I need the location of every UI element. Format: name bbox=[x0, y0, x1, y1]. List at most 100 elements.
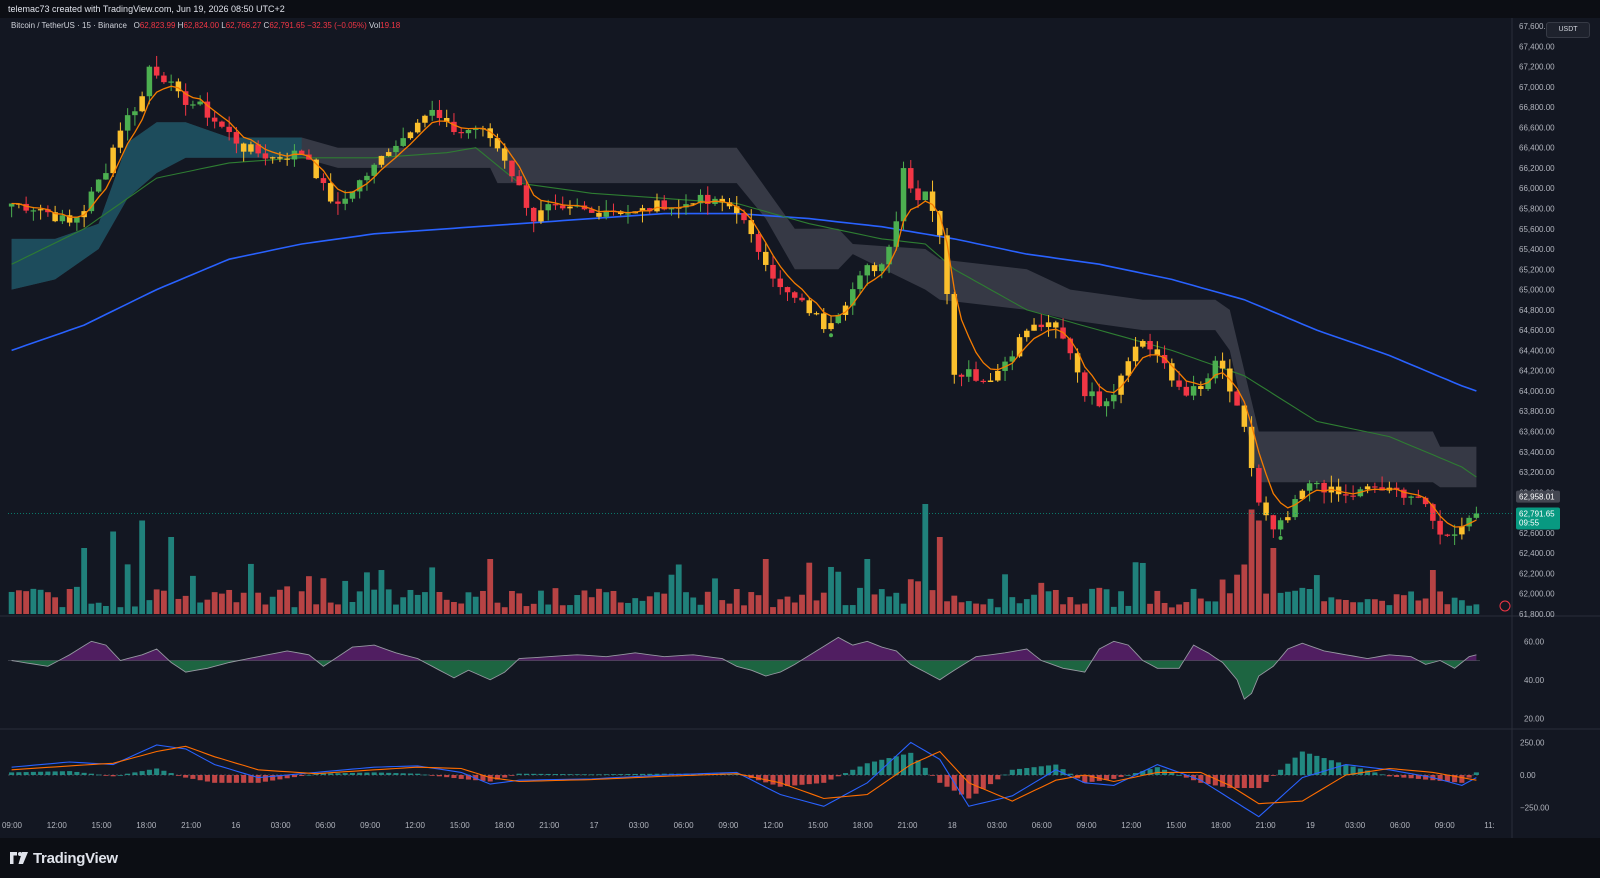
volume-bar bbox=[1248, 509, 1255, 614]
volume-bar bbox=[1277, 592, 1284, 614]
volume-bar bbox=[168, 537, 175, 614]
candle-body bbox=[661, 200, 667, 210]
price-axis-label: 67,000.00 bbox=[1519, 83, 1555, 92]
price-axis-label: 66,000.00 bbox=[1519, 184, 1555, 193]
macd-histogram-bar bbox=[1415, 775, 1421, 779]
time-axis-label: 21:00 bbox=[181, 821, 202, 830]
macd-histogram-bar bbox=[458, 775, 464, 779]
volume-bar bbox=[436, 592, 443, 614]
volume-bar bbox=[1154, 590, 1161, 614]
macd-histogram-bar bbox=[799, 775, 805, 785]
candle-body bbox=[545, 204, 551, 211]
macd-histogram-bar bbox=[1314, 755, 1320, 775]
volume-bar bbox=[530, 603, 537, 614]
macd-histogram-bar bbox=[509, 775, 515, 776]
price-axis-label: 63,200.00 bbox=[1519, 468, 1555, 477]
macd-histogram-bar bbox=[1401, 775, 1407, 778]
time-axis-label: 09:00 bbox=[360, 821, 381, 830]
macd-histogram-bar bbox=[284, 775, 290, 779]
volume-bar bbox=[828, 566, 834, 614]
macd-histogram-bar bbox=[1437, 775, 1443, 781]
macd-histogram-bar bbox=[1169, 772, 1175, 775]
volume-bar bbox=[1118, 591, 1124, 614]
price-axis-label: 66,400.00 bbox=[1519, 144, 1555, 153]
footer: TradingView bbox=[0, 838, 1600, 878]
volume-bar bbox=[973, 603, 979, 614]
volume-bar bbox=[240, 592, 247, 614]
macd-histogram-bar bbox=[168, 773, 174, 775]
volume-bar bbox=[559, 605, 566, 614]
volume-bar bbox=[494, 602, 501, 614]
candle-body bbox=[603, 210, 609, 217]
volume-bar bbox=[994, 607, 1001, 614]
macd-histogram-bar bbox=[161, 770, 167, 775]
volume-label: Vol bbox=[369, 21, 381, 30]
macd-histogram-bar bbox=[371, 772, 377, 775]
macd-histogram-bar bbox=[560, 774, 566, 775]
candle-body bbox=[226, 126, 232, 133]
candle-body bbox=[1016, 337, 1023, 357]
macd-histogram-bar bbox=[139, 771, 145, 775]
volume-bar bbox=[1335, 599, 1342, 614]
volume-bar bbox=[733, 589, 740, 614]
candle-body bbox=[182, 91, 189, 105]
volume-bar bbox=[1183, 602, 1190, 614]
volume-bar bbox=[813, 600, 820, 614]
alert-icon[interactable] bbox=[1499, 600, 1511, 612]
price-axis-label: 64,800.00 bbox=[1519, 306, 1555, 315]
time-axis-label: 21:00 bbox=[539, 821, 560, 830]
volume-bar bbox=[610, 590, 617, 614]
time-axis-label: 18:00 bbox=[1211, 821, 1232, 830]
candle-body bbox=[52, 212, 58, 222]
candle-body bbox=[291, 150, 298, 160]
volume-bar bbox=[1255, 520, 1262, 614]
macd-histogram-bar bbox=[523, 773, 530, 775]
candle-body bbox=[494, 138, 501, 149]
close-value: 62,791.65 bbox=[269, 21, 305, 30]
candle-body bbox=[240, 143, 247, 152]
macd-histogram-bar bbox=[988, 775, 994, 785]
candle-body bbox=[1038, 324, 1045, 328]
candle-body bbox=[748, 220, 755, 235]
candle-body bbox=[1430, 504, 1436, 521]
macd-histogram-bar bbox=[574, 774, 580, 776]
volume-bar bbox=[1437, 591, 1444, 614]
candle-body bbox=[893, 221, 900, 247]
time-axis-label: 09:00 bbox=[2, 821, 23, 830]
volume-bar bbox=[1415, 600, 1422, 614]
macd-histogram-bar bbox=[835, 775, 841, 777]
macd-histogram-bar bbox=[538, 773, 544, 775]
candle-body bbox=[835, 314, 842, 324]
candle-body bbox=[1198, 386, 1204, 389]
candle-body bbox=[1277, 520, 1284, 530]
ema-fast-line bbox=[11, 85, 1477, 528]
macd-histogram-bar bbox=[1343, 764, 1349, 775]
candle-body bbox=[95, 179, 102, 192]
volume-bar bbox=[233, 602, 240, 614]
volume-bar bbox=[581, 590, 588, 614]
volume-bar bbox=[567, 605, 573, 614]
ema-slow-line bbox=[11, 212, 1477, 392]
cloud-band-teal bbox=[11, 122, 302, 290]
volume-bar bbox=[182, 595, 189, 614]
tradingview-logo[interactable]: TradingView bbox=[10, 850, 118, 867]
candle-body bbox=[842, 305, 849, 315]
chart-canvas[interactable]: 67,600.00 67,400.00 67,200.00 67,000.00 66,8… bbox=[0, 18, 1600, 838]
currency-selector[interactable]: USDT bbox=[1546, 22, 1590, 38]
macd-histogram-bar bbox=[1365, 770, 1371, 775]
candle-body bbox=[559, 205, 566, 209]
price-axis-label: 65,400.00 bbox=[1519, 245, 1555, 254]
candle-body bbox=[385, 152, 392, 156]
macd-histogram-bar bbox=[313, 773, 319, 775]
volume-bar bbox=[1350, 602, 1357, 614]
macd-histogram-bar bbox=[393, 773, 399, 775]
candle-body bbox=[23, 203, 29, 211]
candle-body bbox=[8, 203, 15, 207]
candle-body bbox=[1118, 375, 1124, 395]
volume-bar bbox=[407, 589, 414, 614]
macd-histogram-bar bbox=[306, 774, 312, 776]
volume-bar bbox=[1132, 562, 1139, 614]
macd-histogram-bar bbox=[407, 773, 413, 775]
macd-histogram-bar bbox=[30, 771, 36, 775]
macd-histogram-bar bbox=[132, 772, 138, 775]
